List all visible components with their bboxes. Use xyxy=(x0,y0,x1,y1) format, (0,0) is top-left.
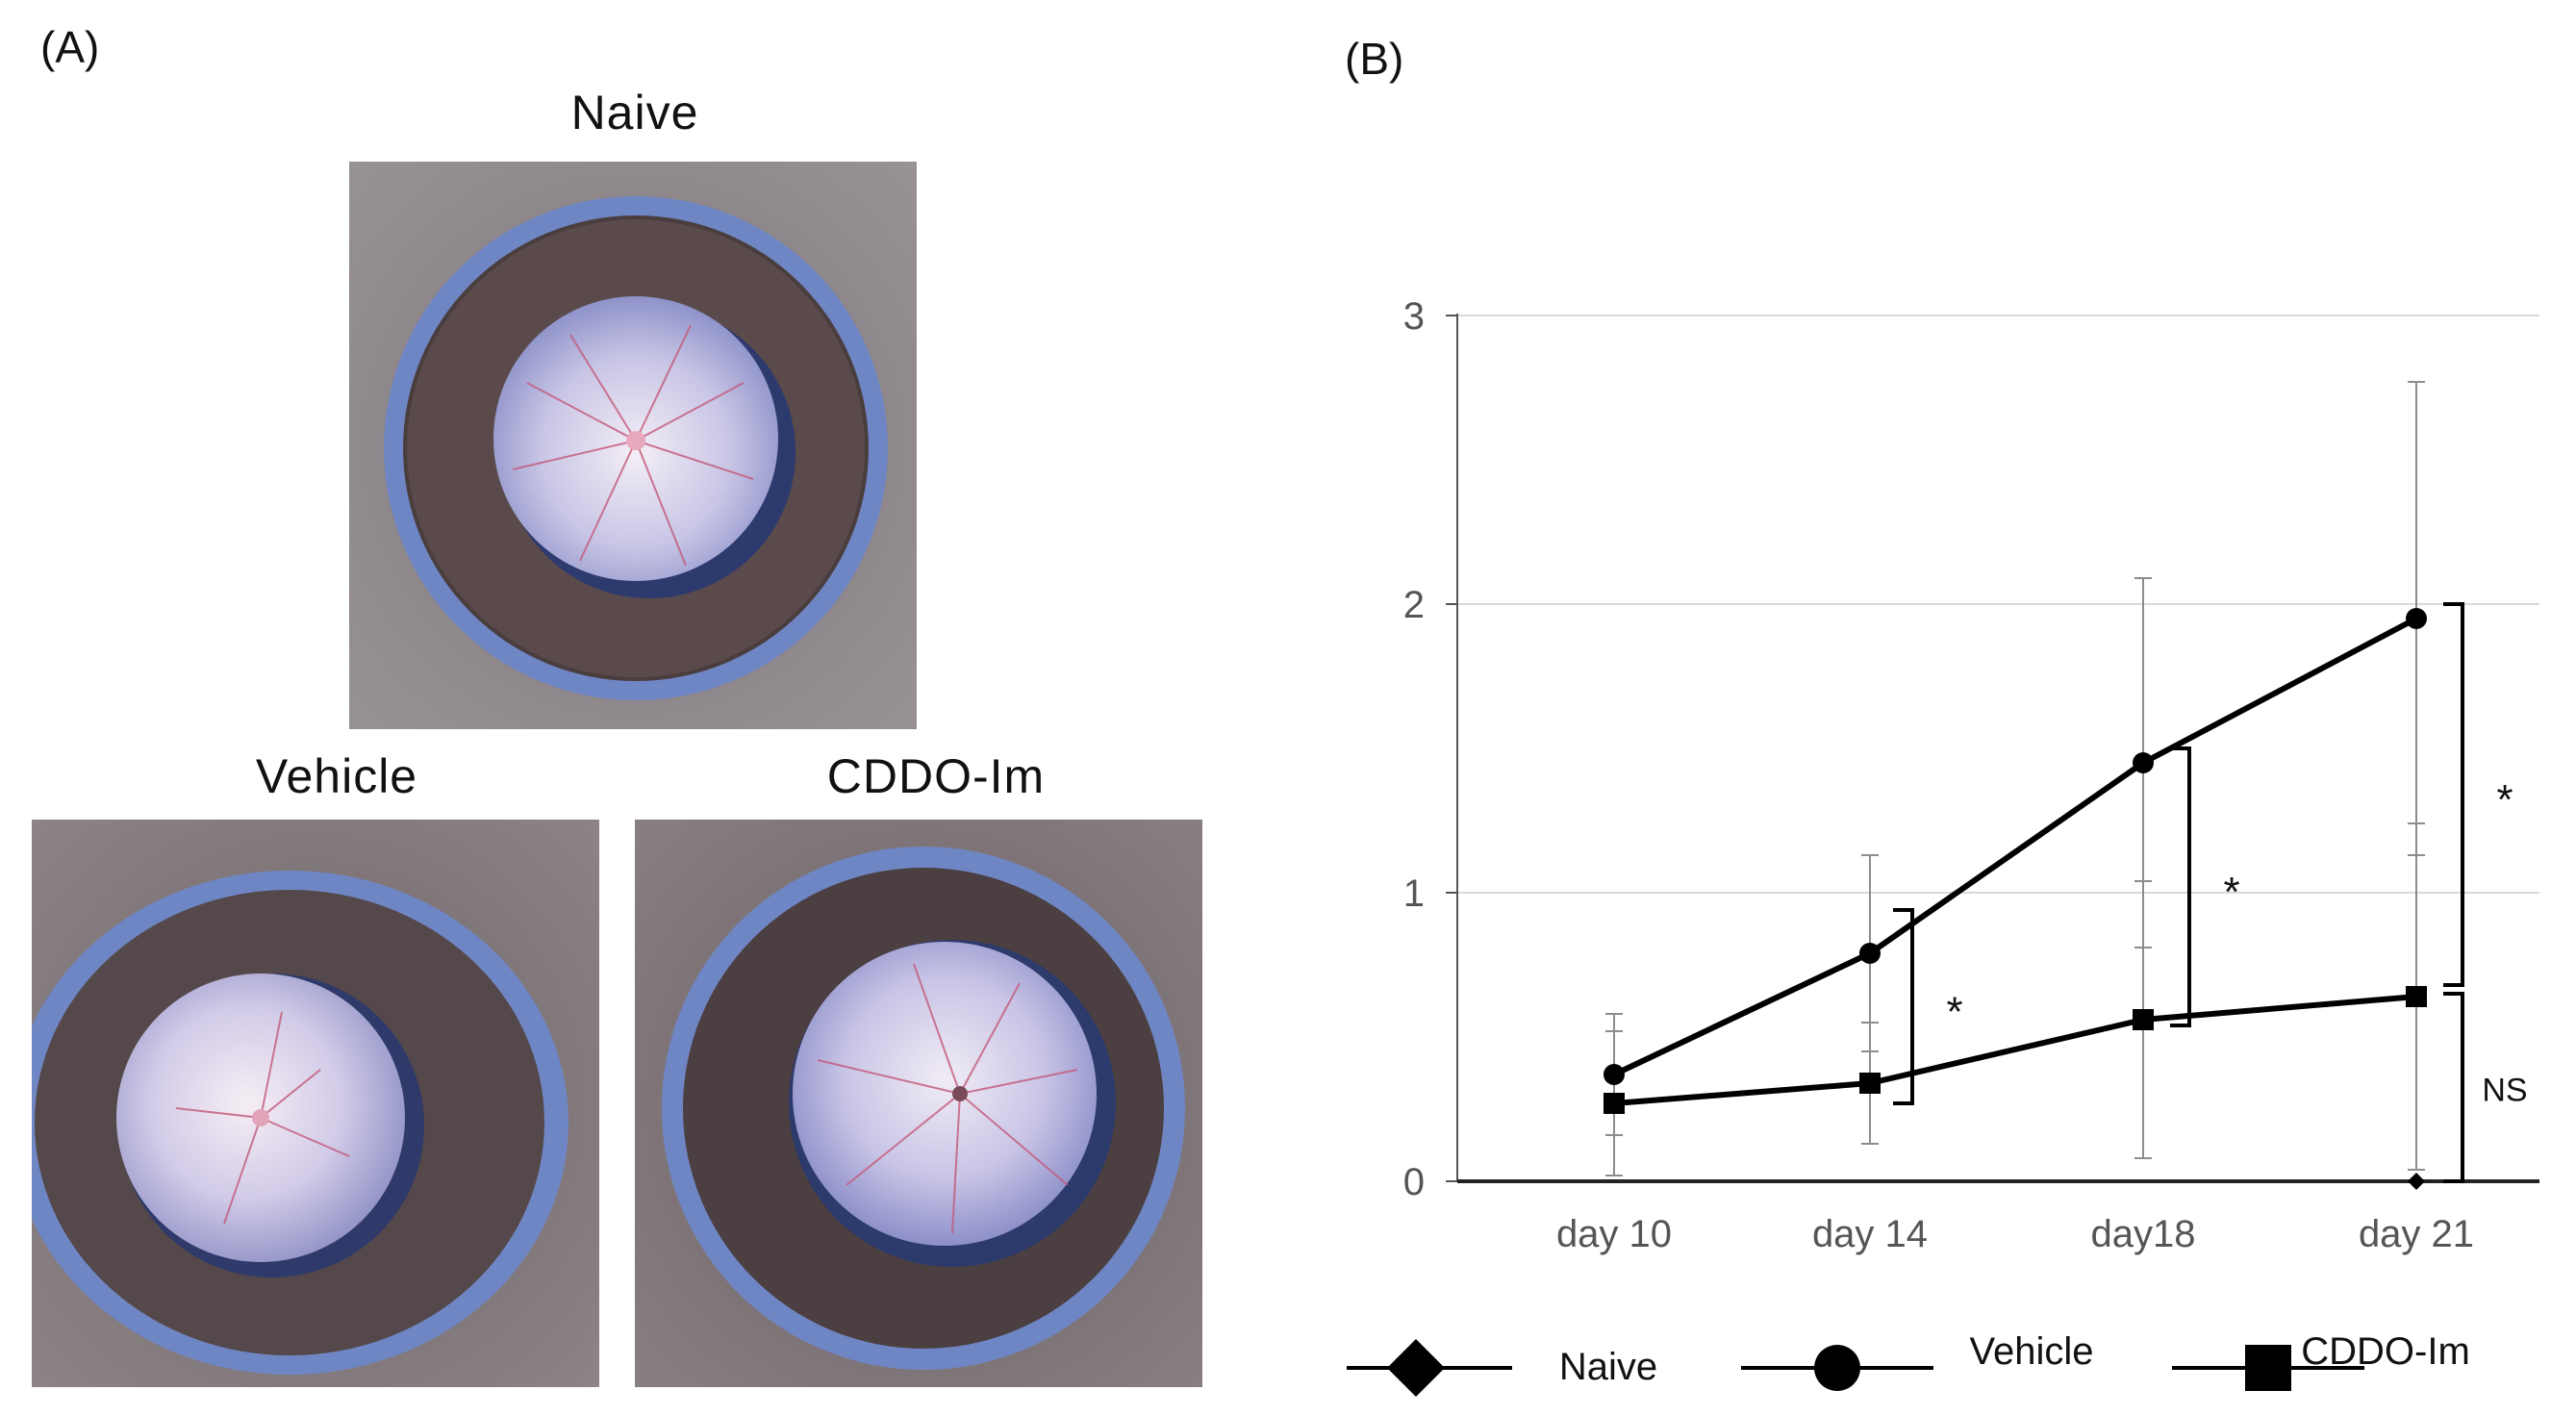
cddo-fundus-photo xyxy=(635,820,1202,1387)
x-tick-label: day18 xyxy=(2091,1213,2196,1255)
y-tick-label: 3 xyxy=(1403,295,1425,338)
significance-bracket xyxy=(1893,908,1914,1105)
data-point-vehicle xyxy=(1859,943,1881,964)
cddo-photo-title: CDDO-Im xyxy=(826,749,1046,803)
data-point-cddo-im xyxy=(1604,1093,1625,1114)
legend-label: Naive xyxy=(1559,1346,1657,1388)
legend-marker-cddo-im xyxy=(2245,1345,2291,1391)
y-tick-label: 0 xyxy=(1403,1161,1425,1203)
panel-a-label: (A) xyxy=(40,22,100,72)
data-point-vehicle xyxy=(1604,1064,1625,1085)
significance-bracket xyxy=(2443,992,2464,1183)
series-line-cddo-im xyxy=(1613,994,2417,1106)
vehicle-fundus-photo xyxy=(32,820,599,1387)
significance-label: * xyxy=(2496,776,2513,823)
x-tick-label: day 10 xyxy=(1556,1213,1672,1255)
y-tick-label: 1 xyxy=(1403,872,1425,915)
legend-label: CDDO-Im xyxy=(2301,1330,2470,1373)
y-tick-label: 2 xyxy=(1403,584,1425,626)
series-line-vehicle xyxy=(1612,616,2418,1077)
panel-b-label: (B) xyxy=(1345,34,1404,84)
vehicle-photo-title: Vehicle xyxy=(255,749,418,803)
data-point-vehicle xyxy=(2406,608,2427,629)
data-point-cddo-im xyxy=(2133,1009,2154,1030)
data-point-cddo-im xyxy=(2406,986,2427,1007)
data-point-cddo-im xyxy=(1859,1073,1881,1094)
significance-label: * xyxy=(2223,869,2239,916)
legend-marker-vehicle xyxy=(1814,1345,1860,1391)
x-tick-label: day 14 xyxy=(1812,1213,1928,1255)
naive-photo-title: Naive xyxy=(570,86,699,139)
data-point-vehicle xyxy=(2133,752,2154,773)
significance-label: * xyxy=(1946,989,1962,1036)
significance-label: NS xyxy=(2482,1073,2527,1109)
legend-marker-naive xyxy=(1387,1339,1445,1397)
data-point-naive xyxy=(2408,1173,2425,1190)
significance-bracket xyxy=(2443,602,2464,987)
naive-fundus-photo xyxy=(349,162,917,729)
significance-bracket xyxy=(2170,746,2191,1027)
x-tick-label: day 21 xyxy=(2359,1213,2474,1255)
legend-label: Vehicle xyxy=(1970,1330,2094,1373)
